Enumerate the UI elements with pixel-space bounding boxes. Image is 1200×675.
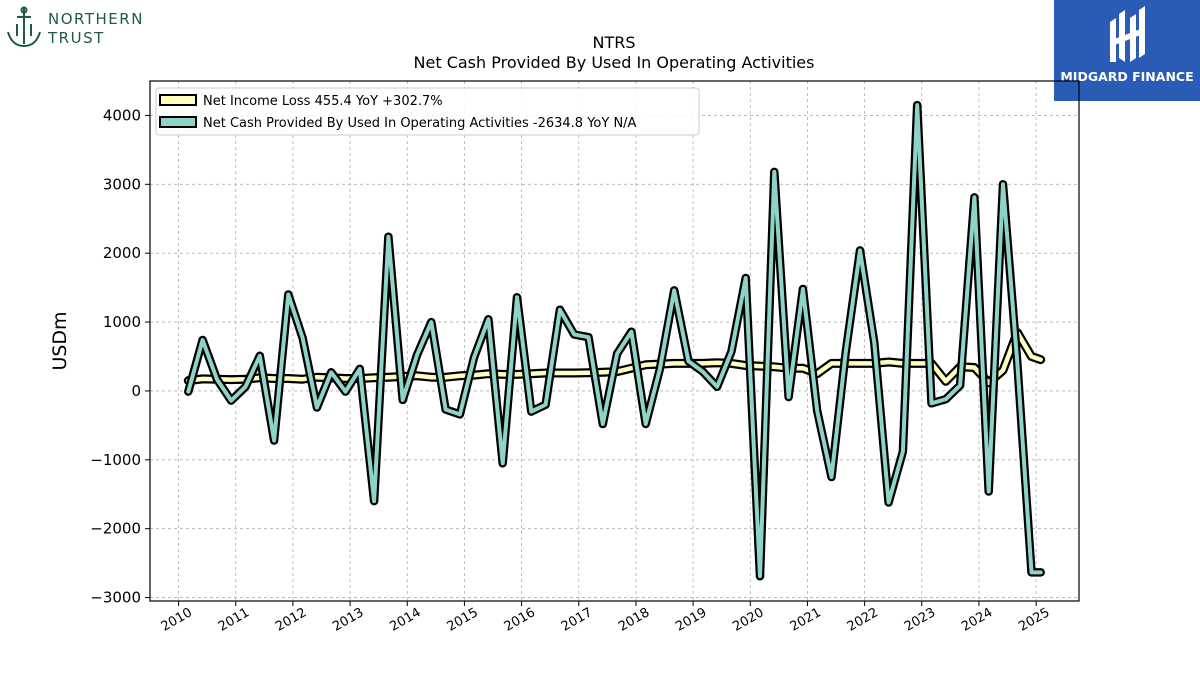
x-tick-label: 2017 <box>559 605 595 635</box>
x-tick-label: 2011 <box>216 605 252 635</box>
series-layer <box>183 100 1046 581</box>
logo-line-2: TRUST <box>48 29 105 47</box>
x-tick-label: 2012 <box>273 605 309 635</box>
x-tick-label: 2016 <box>502 605 538 635</box>
x-tick-label: 2013 <box>330 605 366 635</box>
series-2-line <box>186 103 1043 579</box>
x-tick-label: 2015 <box>445 605 481 635</box>
chart-subtitle: Net Cash Provided By Used In Operating A… <box>414 53 815 72</box>
legend: Net Income Loss 455.4 YoY +302.7% Net Cas… <box>155 87 700 136</box>
x-tick-label: 2024 <box>959 605 995 635</box>
legend-label-1: Net Income Loss 455.4 YoY +302.7% <box>203 94 443 109</box>
y-tick-label: −1000 <box>90 451 141 469</box>
midgard-emblem-icon <box>1110 6 1145 62</box>
chart-title: NTRS <box>592 33 635 52</box>
y-tick-label: −2000 <box>90 520 141 538</box>
series-2 <box>184 100 1045 581</box>
y-tick-label: 1000 <box>103 313 141 331</box>
grid-lines <box>150 81 1079 601</box>
y-tick-label: 4000 <box>103 106 141 124</box>
plot-frame <box>149 80 1080 602</box>
y-tick-label: 0 <box>131 382 141 400</box>
y-tick-label: 3000 <box>103 175 141 193</box>
x-tick-label: 2020 <box>730 605 766 635</box>
x-tick-label: 2010 <box>159 605 195 635</box>
y-tick-label: −3000 <box>90 589 141 607</box>
x-tick-label: 2022 <box>845 605 881 635</box>
anchor-icon <box>7 6 41 48</box>
x-tick-label: 2018 <box>616 605 652 635</box>
midgard-finance-logo: MIDGARD FINANCE <box>1054 0 1200 101</box>
northern-trust-logo: NORTHERN TRUST <box>4 4 164 52</box>
legend-label-2: Net Cash Provided By Used In Operating A… <box>203 116 637 131</box>
y-tick-label: 2000 <box>103 244 141 262</box>
legend-swatch-2 <box>159 116 197 128</box>
x-axis: 2010 2011 2012 2013 2014 2015 2016 2017 2018 2019… <box>159 601 1052 635</box>
midgard-finance-name: MIDGARD FINANCE <box>1060 69 1194 84</box>
x-tick-label: 2025 <box>1016 605 1052 635</box>
x-tick-label: 2023 <box>902 605 938 635</box>
y-axis: −3000 −2000 −1000 0 1000 2000 3000 4000 <box>90 106 150 607</box>
x-tick-label: 2019 <box>673 605 709 635</box>
legend-box <box>155 87 700 136</box>
legend-swatch-1 <box>159 94 197 106</box>
y-axis-label: USDm <box>49 311 71 370</box>
logo-line-1: NORTHERN <box>48 10 144 28</box>
x-tick-label: 2021 <box>788 605 824 635</box>
x-tick-label: 2014 <box>387 605 423 635</box>
